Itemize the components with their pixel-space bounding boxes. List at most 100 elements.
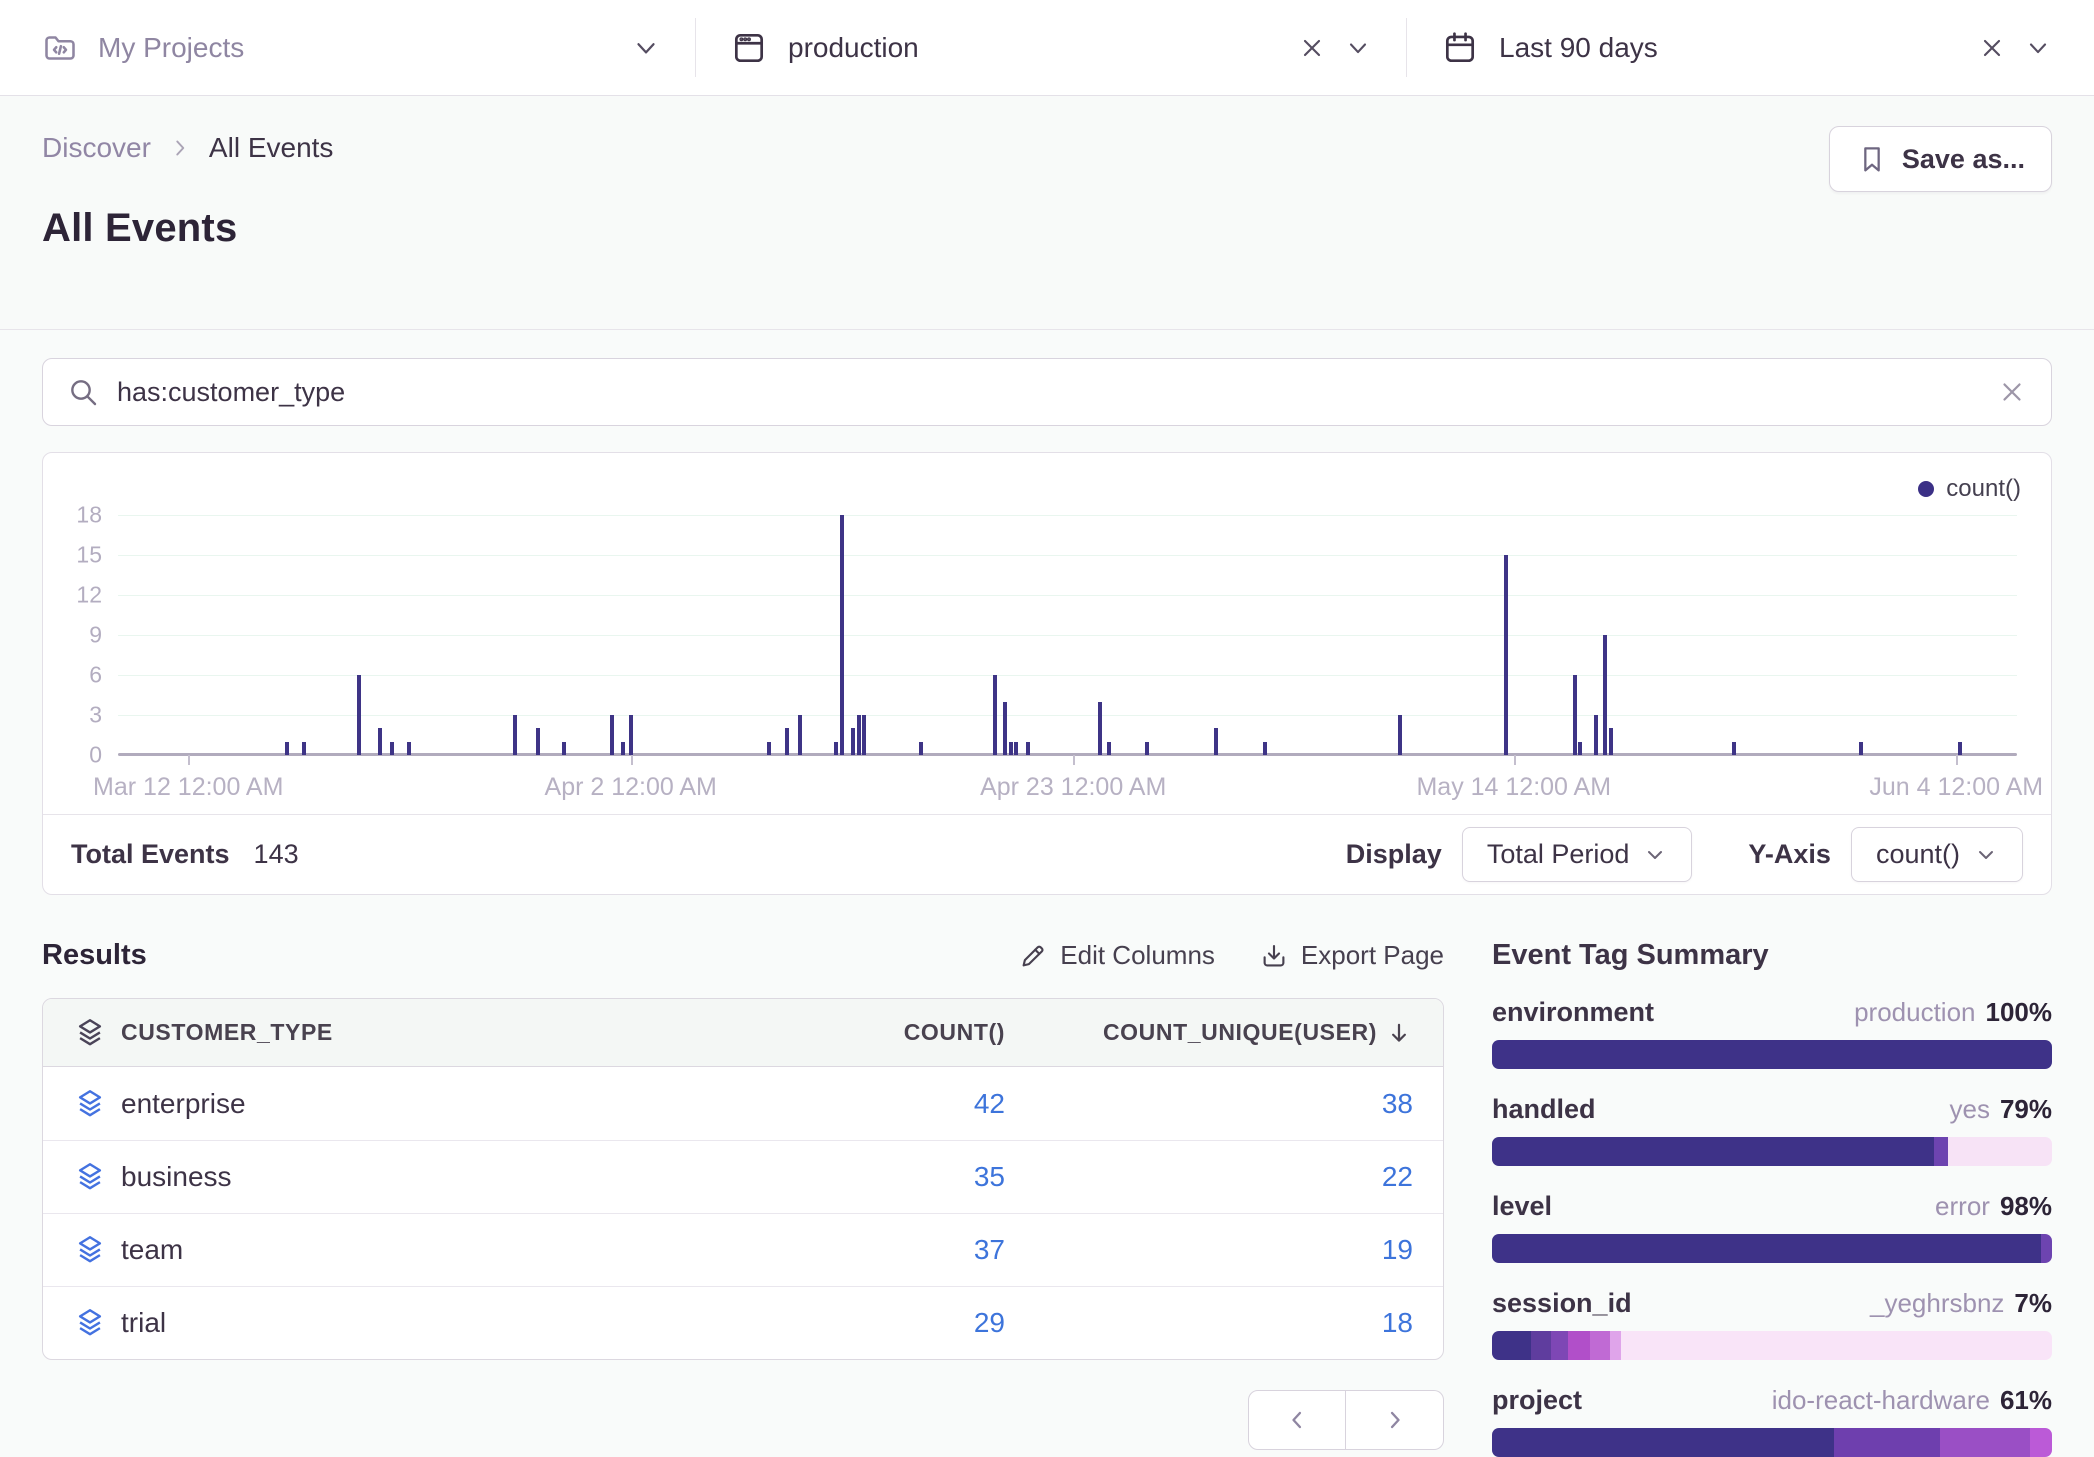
chart-bar[interactable] [302, 742, 306, 755]
tag-bar-segment[interactable] [1568, 1331, 1590, 1360]
chart-bar[interactable] [621, 742, 625, 755]
count-unique-value-link[interactable]: 38 [1013, 1088, 1443, 1120]
chart-bar[interactable] [1107, 742, 1111, 755]
chart-bar[interactable] [1958, 742, 1962, 755]
layers-icon[interactable] [43, 1016, 121, 1050]
project-chevron-down-icon[interactable] [631, 33, 661, 63]
chart-bar[interactable] [834, 742, 838, 755]
chart-bar[interactable] [610, 715, 614, 755]
count-unique-value-link[interactable]: 18 [1013, 1307, 1443, 1339]
yaxis-dropdown[interactable]: count() [1851, 827, 2023, 882]
chart-legend[interactable]: count() [1918, 475, 2021, 503]
page-title: All Events [42, 206, 2052, 251]
chart-bar[interactable] [840, 515, 844, 755]
tag-bar-segment[interactable] [1492, 1331, 1531, 1360]
tag-bar-segment[interactable] [1551, 1331, 1568, 1360]
count-value-link[interactable]: 35 [713, 1161, 1013, 1193]
chart-bar[interactable] [378, 728, 382, 755]
chart-bar[interactable] [285, 742, 289, 755]
display-dropdown[interactable]: Total Period [1462, 827, 1693, 882]
tag-bar-segment[interactable] [1531, 1331, 1551, 1360]
previous-page-button[interactable] [1248, 1390, 1346, 1450]
tag-bar-segment[interactable] [1621, 1331, 2052, 1360]
column-header-customer-type[interactable]: CUSTOMER_TYPE [121, 1019, 713, 1046]
chart-bar[interactable] [407, 742, 411, 755]
chart-bar[interactable] [862, 715, 866, 755]
chart-bar[interactable] [1603, 635, 1607, 755]
date-clear-icon[interactable] [1978, 34, 2006, 62]
export-page-button[interactable]: Export Page [1259, 940, 1444, 971]
chart-bar[interactable] [785, 728, 789, 755]
tag-distribution-bar[interactable] [1492, 1428, 2052, 1457]
tag-distribution-bar[interactable] [1492, 1234, 2052, 1263]
next-page-button[interactable] [1346, 1390, 1444, 1450]
chart-bar[interactable] [1145, 742, 1149, 755]
chart-bar[interactable] [562, 742, 566, 755]
count-unique-value-link[interactable]: 19 [1013, 1234, 1443, 1266]
chart-bar[interactable] [1609, 728, 1613, 755]
tag-bar-segment[interactable] [1834, 1428, 1940, 1457]
project-selector[interactable]: My Projects [0, 0, 695, 95]
count-value-link[interactable]: 29 [713, 1307, 1013, 1339]
chart-bar[interactable] [1009, 742, 1013, 755]
edit-columns-button[interactable]: Edit Columns [1018, 940, 1215, 971]
chart-bar[interactable] [357, 675, 361, 755]
chart-bar[interactable] [1573, 675, 1577, 755]
chart-bar[interactable] [1014, 742, 1018, 755]
tag-distribution-bar[interactable] [1492, 1331, 2052, 1360]
layers-icon[interactable] [43, 1087, 121, 1121]
tag-bar-segment[interactable] [1948, 1137, 2052, 1166]
count-value-link[interactable]: 37 [713, 1234, 1013, 1266]
chart-bar[interactable] [1098, 702, 1102, 755]
chart-bar[interactable] [1578, 742, 1582, 755]
chart-bar[interactable] [798, 715, 802, 755]
tag-bar-segment[interactable] [1590, 1331, 1610, 1360]
chart-bar[interactable] [1594, 715, 1598, 755]
environment-clear-icon[interactable] [1298, 34, 1326, 62]
chart-bar[interactable] [851, 728, 855, 755]
chart-bar[interactable] [390, 742, 394, 755]
tag-bar-segment[interactable] [1610, 1331, 1621, 1360]
search-clear-icon[interactable] [1997, 377, 2027, 407]
chart-bar[interactable] [536, 728, 540, 755]
chart-bar[interactable] [1026, 742, 1030, 755]
chart-bar[interactable] [1003, 702, 1007, 755]
chart-bar[interactable] [1398, 715, 1402, 755]
chart-bar[interactable] [629, 715, 633, 755]
count-unique-value-link[interactable]: 22 [1013, 1161, 1443, 1193]
tag-bar-segment[interactable] [1492, 1040, 2052, 1069]
events-bar-chart[interactable]: 0369121518Mar 12 12:00 AMApr 2 12:00 AMA… [118, 515, 2017, 755]
save-as-button[interactable]: Save as... [1829, 126, 2052, 192]
date-chevron-down-icon[interactable] [2024, 34, 2052, 62]
chart-bar[interactable] [1504, 555, 1508, 755]
chart-bar[interactable] [1214, 728, 1218, 755]
tag-bar-segment[interactable] [1940, 1428, 2030, 1457]
chart-bar[interactable] [919, 742, 923, 755]
tag-bar-segment[interactable] [1492, 1137, 1934, 1166]
chart-bar[interactable] [1263, 742, 1267, 755]
search-input[interactable] [117, 377, 1979, 408]
tag-distribution-bar[interactable] [1492, 1040, 2052, 1069]
chart-bar[interactable] [857, 715, 861, 755]
date-range-selector[interactable]: Last 90 days [1407, 0, 2094, 95]
tag-distribution-bar[interactable] [1492, 1137, 2052, 1166]
tag-bar-segment[interactable] [2041, 1234, 2052, 1263]
tag-bar-segment[interactable] [1492, 1428, 1834, 1457]
chart-bar[interactable] [993, 675, 997, 755]
tag-bar-segment[interactable] [1492, 1234, 2041, 1263]
layers-icon[interactable] [43, 1233, 121, 1267]
count-value-link[interactable]: 42 [713, 1088, 1013, 1120]
column-header-count[interactable]: COUNT() [713, 1019, 1013, 1046]
layers-icon[interactable] [43, 1306, 121, 1340]
column-header-count-unique[interactable]: COUNT_UNIQUE(USER) [1013, 1019, 1443, 1047]
tag-bar-segment[interactable] [1934, 1137, 1948, 1166]
chart-bar[interactable] [1859, 742, 1863, 755]
chart-bar[interactable] [767, 742, 771, 755]
layers-icon[interactable] [43, 1160, 121, 1194]
environment-chevron-down-icon[interactable] [1344, 34, 1372, 62]
environment-selector[interactable]: production [696, 0, 1406, 95]
chart-bar[interactable] [1732, 742, 1736, 755]
chart-bar[interactable] [513, 715, 517, 755]
tag-bar-segment[interactable] [2030, 1428, 2052, 1457]
breadcrumb-discover[interactable]: Discover [42, 132, 151, 164]
